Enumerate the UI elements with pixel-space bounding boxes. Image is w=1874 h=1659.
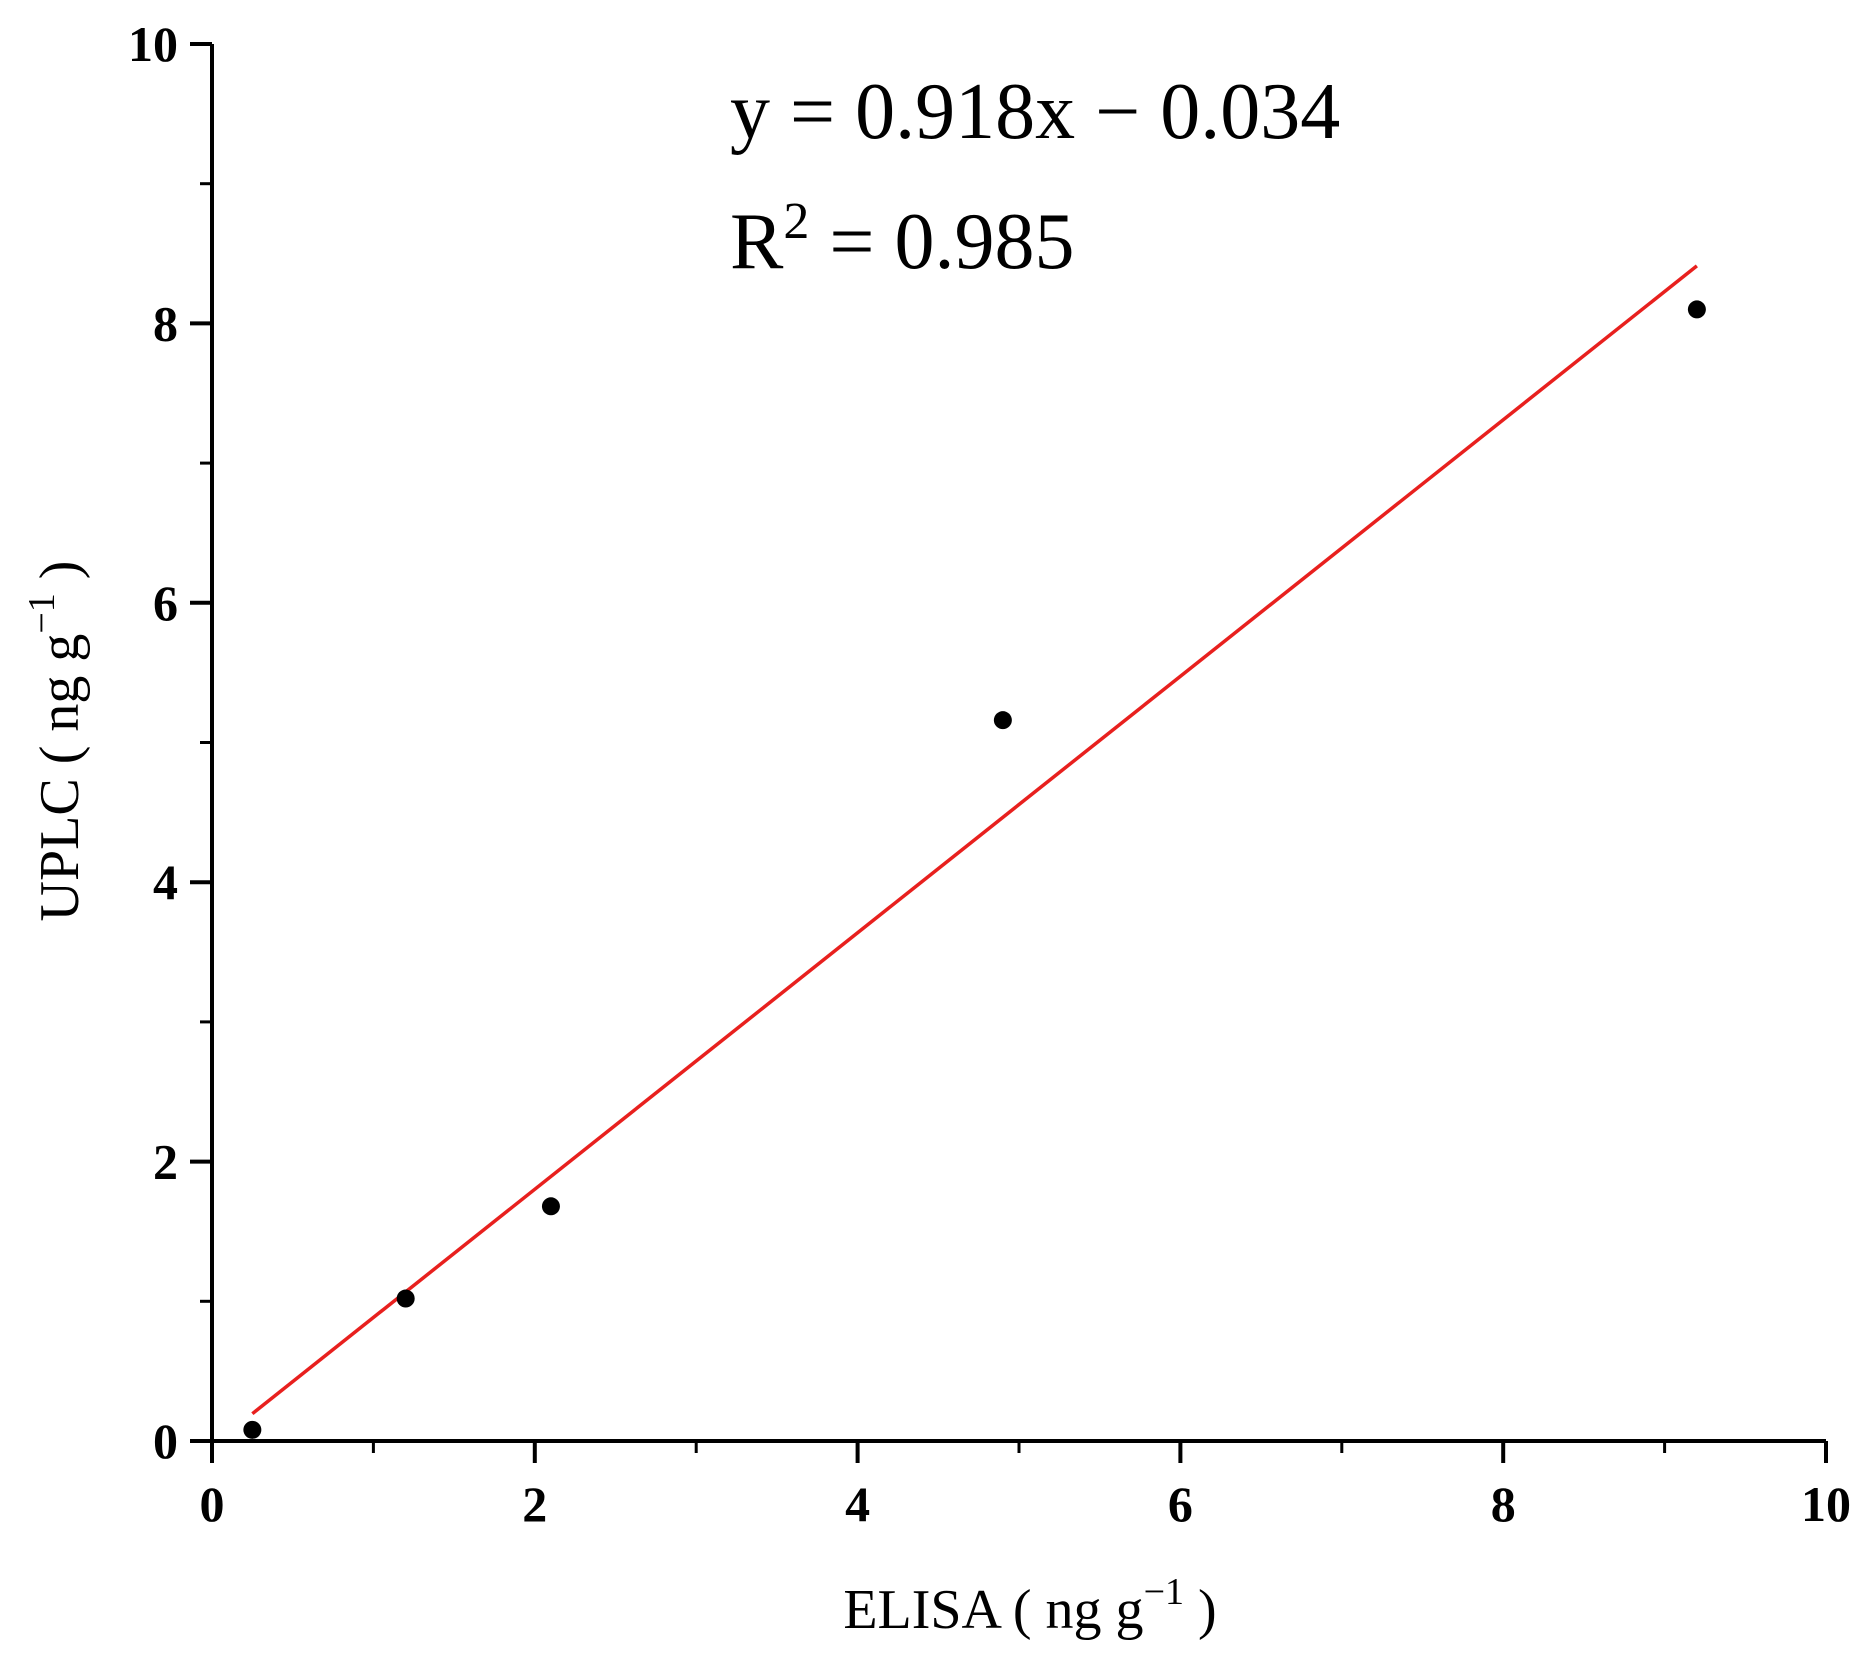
data-point	[1687, 300, 1706, 319]
y-tick-label: 8	[153, 295, 178, 351]
x-tick-label: 2	[522, 1476, 547, 1532]
y-tick-label: 0	[153, 1413, 178, 1469]
y-tick-label: 4	[153, 854, 178, 910]
data-point	[993, 711, 1012, 730]
fit-line	[251, 264, 1698, 1416]
x-tick-label: 0	[200, 1476, 225, 1532]
axes: 0 2 4 6 8 10 0 2 4 6 8 10	[128, 16, 1851, 1532]
y-tick-label: 10	[128, 16, 178, 72]
x-tick-label: 4	[845, 1476, 870, 1532]
data-point	[396, 1289, 415, 1308]
x-axis-title: ELISA ( ng g−1 )	[843, 1571, 1216, 1641]
x-tick-label: 6	[1168, 1476, 1193, 1532]
r-squared: R2 = 0.985	[730, 193, 1074, 286]
y-tick-label: 2	[153, 1134, 178, 1190]
data-point	[541, 1197, 560, 1216]
x-tick-label: 10	[1801, 1476, 1851, 1532]
fit-line-group	[251, 264, 1698, 1416]
y-axis-title: UPLC ( ng g−1 )	[21, 561, 91, 922]
data-points	[243, 300, 1706, 1439]
y-tick-label: 6	[153, 575, 178, 631]
data-point	[243, 1420, 262, 1439]
x-tick-label: 8	[1491, 1476, 1516, 1532]
fit-equation: y = 0.918x − 0.034	[730, 68, 1340, 156]
